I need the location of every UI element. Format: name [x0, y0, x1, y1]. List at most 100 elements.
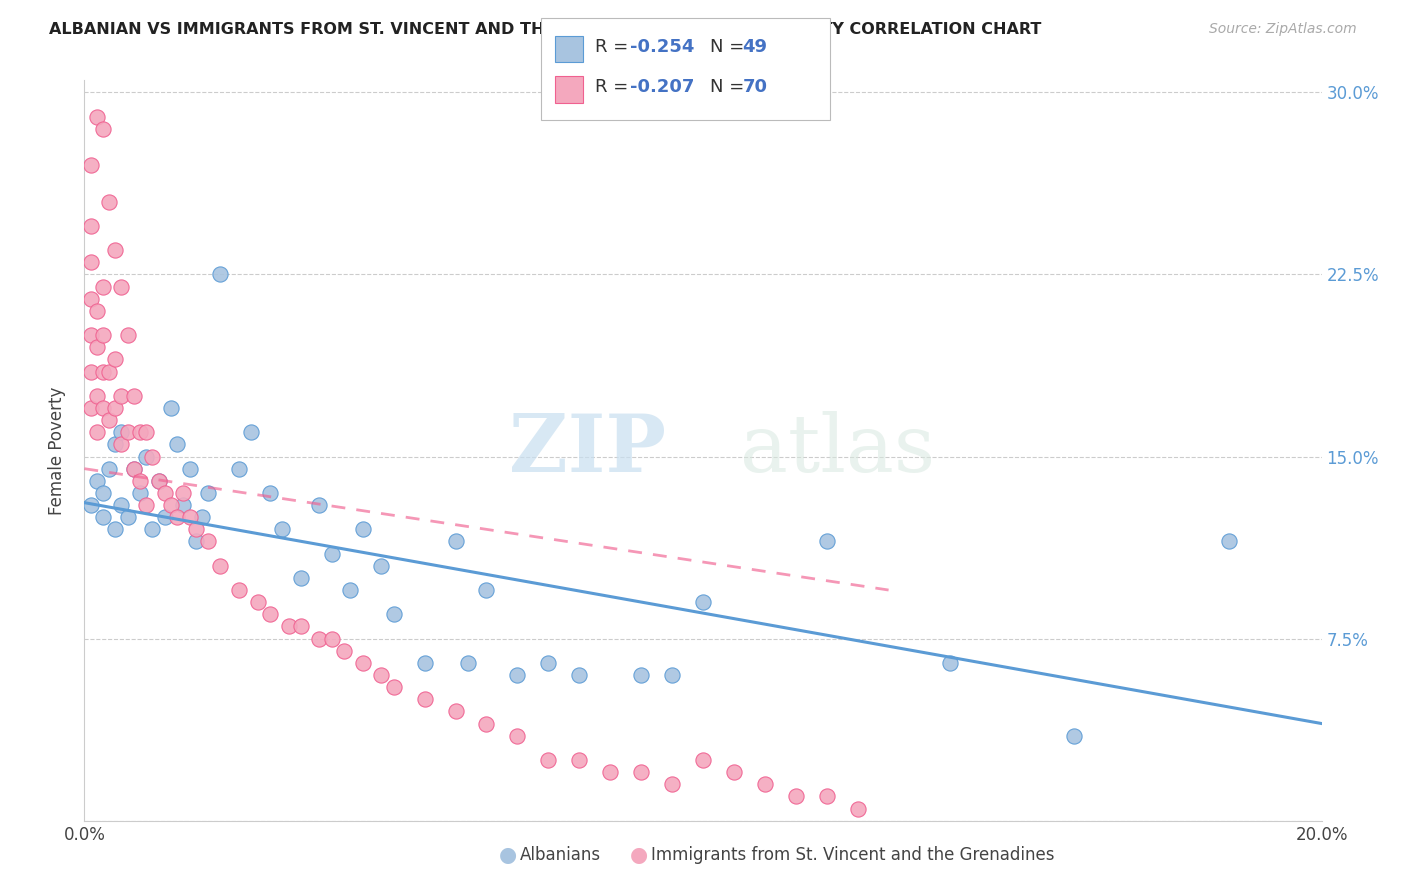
Point — [506, 668, 529, 682]
Point — [308, 498, 330, 512]
Point — [91, 279, 114, 293]
Point — [723, 765, 745, 780]
Point — [129, 425, 152, 440]
Point — [785, 789, 807, 804]
Point — [160, 498, 183, 512]
Point — [86, 389, 108, 403]
Text: 70: 70 — [742, 78, 768, 96]
Point — [308, 632, 330, 646]
Point — [184, 522, 207, 536]
Text: R =: R = — [595, 38, 634, 56]
Point — [197, 486, 219, 500]
Point — [754, 777, 776, 791]
Point — [228, 582, 250, 597]
Point — [110, 425, 132, 440]
Point — [661, 777, 683, 791]
Point — [91, 365, 114, 379]
Point — [135, 425, 157, 440]
Text: -0.254: -0.254 — [630, 38, 695, 56]
Point — [568, 753, 591, 767]
Point — [79, 255, 101, 269]
Point — [79, 401, 101, 415]
Point — [630, 765, 652, 780]
Text: Albanians: Albanians — [520, 846, 602, 863]
Point — [1218, 534, 1240, 549]
Point — [98, 461, 121, 475]
Point — [104, 352, 127, 367]
Point — [166, 437, 188, 451]
Point — [475, 716, 498, 731]
Point — [413, 656, 436, 670]
Point — [86, 304, 108, 318]
Point — [228, 461, 250, 475]
Point — [197, 534, 219, 549]
Point — [117, 510, 139, 524]
Point — [815, 789, 838, 804]
Point — [506, 729, 529, 743]
Point — [91, 401, 114, 415]
Point — [91, 328, 114, 343]
Point — [86, 474, 108, 488]
Point — [191, 510, 214, 524]
Point — [271, 522, 294, 536]
Point — [91, 486, 114, 500]
Point — [815, 534, 838, 549]
Point — [122, 461, 145, 475]
Point — [939, 656, 962, 670]
Point — [98, 194, 121, 209]
Point — [209, 268, 232, 282]
Point — [104, 401, 127, 415]
Point — [129, 474, 152, 488]
Point — [148, 474, 170, 488]
Point — [240, 425, 263, 440]
Point — [153, 510, 176, 524]
Point — [444, 705, 467, 719]
Point — [457, 656, 479, 670]
Point — [172, 498, 194, 512]
Point — [86, 340, 108, 354]
Point — [79, 498, 101, 512]
Point — [110, 437, 132, 451]
Text: R =: R = — [595, 78, 634, 96]
Point — [91, 510, 114, 524]
Point — [321, 547, 343, 561]
Point — [98, 413, 121, 427]
Point — [370, 668, 392, 682]
Point — [110, 279, 132, 293]
Point — [352, 656, 374, 670]
Point — [160, 401, 183, 415]
Point — [79, 365, 101, 379]
Text: atlas: atlas — [740, 411, 935, 490]
Text: -0.207: -0.207 — [630, 78, 695, 96]
Point — [475, 582, 498, 597]
Point — [692, 595, 714, 609]
Text: ALBANIAN VS IMMIGRANTS FROM ST. VINCENT AND THE GRENADINES FEMALE POVERTY CORREL: ALBANIAN VS IMMIGRANTS FROM ST. VINCENT … — [49, 22, 1042, 37]
Text: ZIP: ZIP — [509, 411, 666, 490]
Point — [117, 425, 139, 440]
Point — [86, 425, 108, 440]
Point — [537, 753, 560, 767]
Point — [79, 292, 101, 306]
Point — [117, 328, 139, 343]
Point — [135, 450, 157, 464]
Point — [846, 801, 869, 815]
Point — [135, 498, 157, 512]
Point — [370, 558, 392, 573]
Point — [122, 389, 145, 403]
Point — [129, 486, 152, 500]
Point — [79, 328, 101, 343]
Text: N =: N = — [710, 38, 749, 56]
Text: N =: N = — [710, 78, 749, 96]
Point — [141, 450, 163, 464]
Point — [184, 534, 207, 549]
Point — [141, 522, 163, 536]
Point — [104, 522, 127, 536]
Point — [91, 121, 114, 136]
Point — [110, 389, 132, 403]
Point — [246, 595, 269, 609]
Point — [122, 461, 145, 475]
Point — [352, 522, 374, 536]
Point — [179, 510, 201, 524]
Text: Source: ZipAtlas.com: Source: ZipAtlas.com — [1209, 22, 1357, 37]
Point — [537, 656, 560, 670]
